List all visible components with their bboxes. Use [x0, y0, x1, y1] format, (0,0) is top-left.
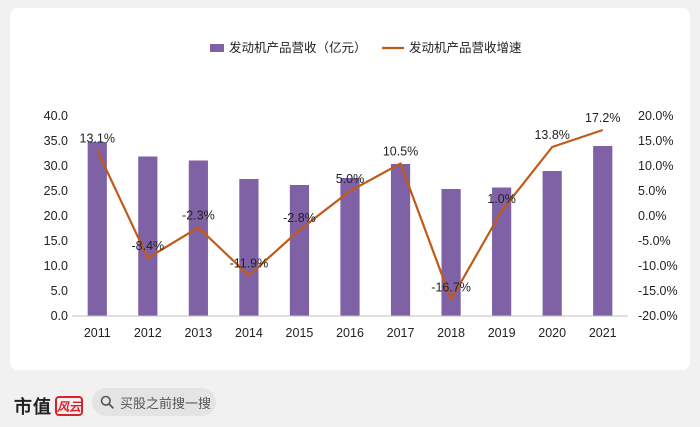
bar-2019: [492, 187, 512, 316]
brand-logo[interactable]: 市值 风云: [14, 393, 83, 419]
left-axis-tick-label: 30.0: [44, 159, 68, 173]
right-axis-tick-label: 20.0%: [638, 109, 673, 123]
x-tick-label-2021: 2021: [589, 326, 617, 340]
x-tick-label-2014: 2014: [235, 326, 263, 340]
bar-2014: [239, 179, 259, 316]
bar-2012: [138, 156, 158, 316]
growth-data-label-2011: 13.1%: [80, 132, 115, 146]
left-axis-tick-label: 40.0: [44, 109, 68, 123]
search-box[interactable]: 买股之前搜一搜: [92, 388, 216, 416]
right-axis-tick-label: 10.0%: [638, 159, 673, 173]
footer: 市值 风云 买股之前搜一搜: [0, 378, 700, 427]
legend-bar-swatch: [210, 44, 224, 52]
x-tick-label-2012: 2012: [134, 326, 162, 340]
x-tick-label-2015: 2015: [286, 326, 314, 340]
right-axis-tick-label: 15.0%: [638, 134, 673, 148]
bar-2020: [542, 171, 562, 316]
growth-data-label-2017: 10.5%: [383, 145, 418, 159]
bar-2016: [340, 178, 360, 316]
x-tick-label-2016: 2016: [336, 326, 364, 340]
growth-data-label-2021: 17.2%: [585, 111, 620, 125]
x-tick-label-2017: 2017: [387, 326, 415, 340]
growth-data-label-2016: 5.0%: [336, 172, 365, 186]
growth-data-label-2013: -2.3%: [182, 209, 215, 223]
right-axis-tick-label: -20.0%: [638, 309, 678, 323]
right-axis-tick-label: 0.0%: [638, 209, 667, 223]
bar-2011: [87, 142, 107, 316]
growth-data-label-2015: -2.8%: [283, 211, 316, 225]
left-axis-tick-label: 35.0: [44, 134, 68, 148]
growth-line: [96, 128, 604, 301]
left-axis-tick-label: 5.0: [51, 284, 68, 298]
right-axis-tick-label: -15.0%: [638, 284, 678, 298]
growth-data-label-2018: -16.7%: [431, 281, 471, 295]
bar-2021: [593, 146, 613, 316]
bar-2015: [289, 185, 310, 316]
brand-logo-icon: 风云: [55, 396, 83, 416]
x-tick-label-2013: 2013: [184, 326, 212, 340]
right-axis-tick-label: -5.0%: [638, 234, 671, 248]
brand-name: 市值: [14, 397, 52, 418]
search-icon: [100, 395, 114, 409]
left-axis-tick-label: 15.0: [44, 234, 68, 248]
growth-data-label-2014: -11.9%: [230, 257, 269, 271]
growth-data-label-2012: -8.4%: [131, 239, 164, 253]
growth-data-label-2020: 13.8%: [534, 128, 569, 142]
chart: 0.0 5.0 10.0 15.0 20.0 25.0 30.0 35.0 40.0 -20.0%…: [44, 40, 678, 340]
x-tick-label-2020: 2020: [538, 326, 566, 340]
legend-bar-label: 发动机产品营收（亿元）: [229, 40, 367, 55]
bar-2013: [188, 160, 208, 316]
right-axis-tick-label: 5.0%: [638, 184, 667, 198]
x-tick-label-2019: 2019: [488, 326, 516, 340]
search-placeholder: 买股之前搜一搜: [120, 395, 212, 411]
left-axis-tick-label: 25.0: [44, 184, 68, 198]
x-tick-label-2011: 2011: [84, 326, 111, 340]
left-axis-tick-label: 10.0: [44, 259, 68, 273]
left-axis-tick-label: 20.0: [44, 209, 68, 223]
growth-data-label-2019: 1.0%: [487, 192, 516, 206]
x-tick-label-2018: 2018: [437, 326, 465, 340]
legend-line-label: 发动机产品营收增速: [409, 40, 522, 55]
left-axis-tick-label: 0.0: [51, 309, 68, 323]
chart-card: 0.0 5.0 10.0 15.0 20.0 25.0 30.0 35.0 40.0 -20.0%…: [10, 8, 690, 370]
bar-2017: [390, 164, 411, 316]
right-axis-tick-label: -10.0%: [638, 259, 678, 273]
